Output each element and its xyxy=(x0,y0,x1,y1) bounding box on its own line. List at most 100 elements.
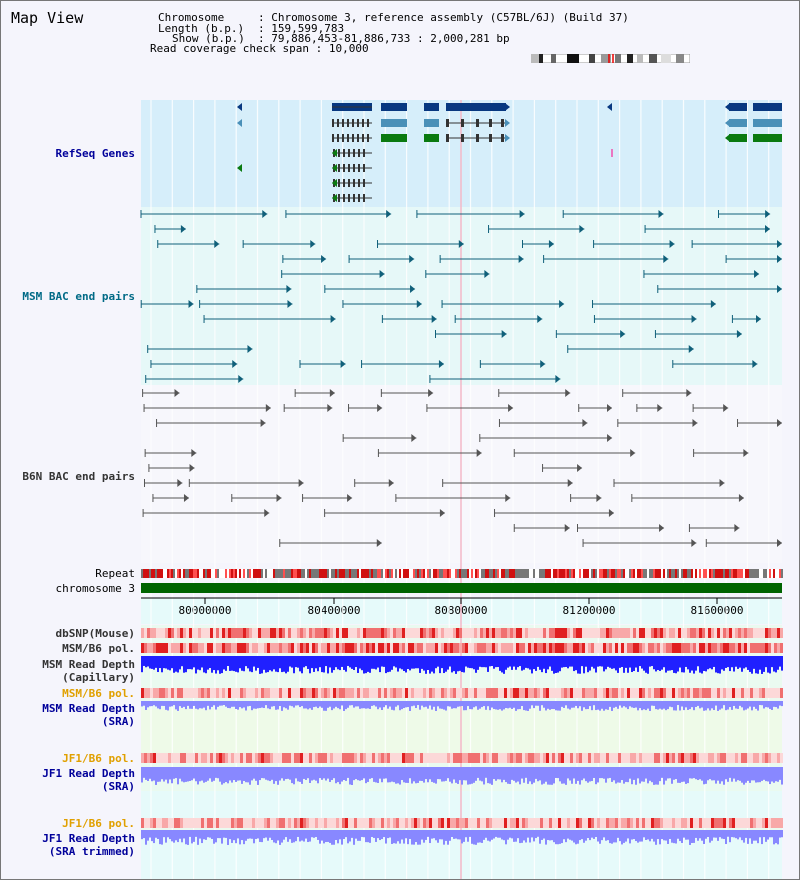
polymorphism-cell xyxy=(450,753,453,763)
read-depth-bar xyxy=(501,767,503,783)
read-depth-bar xyxy=(237,767,239,781)
read-depth-bar xyxy=(473,701,475,708)
read-depth-bar xyxy=(687,830,689,840)
read-depth-bar xyxy=(597,830,599,842)
msm-bac-pair xyxy=(484,270,490,278)
polymorphism-cell xyxy=(267,628,270,638)
read-depth-bar xyxy=(243,656,245,672)
read-depth-bar xyxy=(329,767,331,782)
repeat-block xyxy=(779,569,781,578)
polymorphism-cell xyxy=(225,688,228,698)
read-depth-bar xyxy=(359,830,361,841)
polymorphism-cell xyxy=(591,643,594,653)
read-depth-bar xyxy=(497,701,499,710)
read-depth-bar xyxy=(565,767,567,785)
read-depth-bar xyxy=(347,656,349,666)
read-depth-bar xyxy=(593,656,595,669)
read-depth-bar xyxy=(651,830,653,839)
read-depth-bar xyxy=(171,830,173,842)
read-depth-bar xyxy=(297,767,299,782)
read-depth-bar xyxy=(427,767,429,783)
read-depth-bar xyxy=(665,656,667,673)
polymorphism-cell xyxy=(591,628,594,638)
polymorphism-cell xyxy=(333,688,336,698)
polymorphism-cell xyxy=(639,643,642,653)
gene-exon xyxy=(489,119,492,127)
read-depth-bar xyxy=(571,656,573,667)
gene-exon xyxy=(446,103,506,111)
track-label-refseq[interactable]: RefSeq Genes xyxy=(55,147,135,160)
repeat-block xyxy=(255,569,257,578)
repeat-block xyxy=(303,569,305,578)
read-depth-bar xyxy=(735,767,737,782)
polymorphism-cell xyxy=(690,688,693,698)
repeat-block xyxy=(777,569,779,578)
read-depth-bar xyxy=(703,701,705,711)
read-depth-bar xyxy=(389,830,391,838)
read-depth-bar xyxy=(181,830,183,843)
track-label-b6n-bac[interactable]: B6N BAC end pairs xyxy=(22,470,135,483)
read-depth-bar xyxy=(345,701,347,710)
read-depth-bar xyxy=(263,767,265,779)
read-depth-bar xyxy=(205,767,207,782)
read-depth-bar xyxy=(733,656,735,672)
read-depth-bar xyxy=(217,830,219,839)
read-depth-bar xyxy=(325,830,327,842)
msm-bac-pair xyxy=(330,315,336,323)
polymorphism-cell xyxy=(327,628,330,638)
repeat-block xyxy=(669,569,671,578)
read-depth-bar xyxy=(731,830,733,838)
polymorphism-cell xyxy=(579,688,582,698)
read-depth-bar xyxy=(595,656,597,673)
polymorphism-cell xyxy=(537,628,540,638)
polymorphism-cell xyxy=(240,688,243,698)
polymorphism-cell xyxy=(696,753,699,763)
gene-exon xyxy=(353,179,355,187)
read-depth-bar xyxy=(717,701,719,711)
read-depth-bar xyxy=(337,830,339,844)
read-depth-bar xyxy=(421,830,423,840)
read-depth-bar xyxy=(253,767,255,779)
read-depth-bar xyxy=(517,830,519,839)
polymorphism-cell xyxy=(165,818,168,828)
read-depth-bar xyxy=(221,830,223,844)
read-depth-bar xyxy=(361,656,363,671)
read-depth-bar xyxy=(533,656,535,670)
polymorphism-cell xyxy=(546,643,549,653)
repeat-block xyxy=(507,569,509,578)
polymorphism-cell xyxy=(255,628,258,638)
read-depth-bar xyxy=(267,767,269,781)
read-depth-bar xyxy=(757,767,759,783)
read-depth-bar xyxy=(391,656,393,670)
read-depth-bar xyxy=(729,701,731,708)
read-depth-bar xyxy=(765,701,767,708)
read-depth-bar xyxy=(753,767,755,781)
read-depth-bar xyxy=(305,830,307,839)
polymorphism-cell xyxy=(309,688,312,698)
b6n-bac-pair xyxy=(657,404,663,412)
read-depth-bar xyxy=(781,656,783,671)
read-depth-bar xyxy=(661,656,663,670)
read-depth-bar xyxy=(297,830,299,837)
read-depth-bar xyxy=(143,830,145,839)
repeat-block xyxy=(723,569,725,578)
polymorphism-cell xyxy=(606,628,609,638)
polymorphism-cell xyxy=(507,688,510,698)
polymorphism-cell xyxy=(366,643,369,653)
repeat-block xyxy=(575,569,577,578)
read-depth-bar xyxy=(667,656,669,671)
read-depth-bar xyxy=(209,701,211,710)
polymorphism-cell xyxy=(579,628,582,638)
repeat-block xyxy=(689,569,691,578)
chromosome-ideogram[interactable] xyxy=(531,54,690,63)
track-label-msm-bac[interactable]: MSM BAC end pairs xyxy=(22,290,135,303)
read-depth-bar xyxy=(687,656,689,670)
read-depth-bar xyxy=(773,656,775,672)
read-depth-bar xyxy=(287,830,289,842)
polymorphism-cell xyxy=(501,643,504,653)
read-depth-bar xyxy=(411,830,413,845)
read-depth-bar xyxy=(575,830,577,845)
read-depth-bar xyxy=(343,656,345,670)
